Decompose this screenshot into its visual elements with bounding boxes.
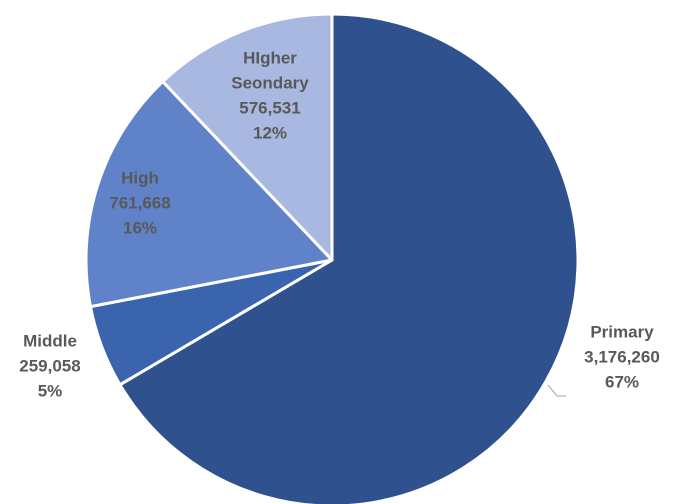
pie-slice-high (84, 80, 334, 309)
data-label-higher-seondary: HIgher Seondary 576,531 12% (231, 48, 309, 142)
data-label-value: 259,058 (19, 356, 80, 375)
data-label-percent: 67% (605, 372, 639, 391)
slices-layer (84, 12, 580, 504)
data-label-category-name: Primary (590, 322, 654, 341)
pie-slice-primary (118, 12, 580, 504)
data-label-percent: 5% (38, 381, 63, 400)
data-label-middle: Middle 259,058 5% (19, 331, 80, 400)
labels-layer: Primary 3,176,260 67% Middle 259,058 5% High 76… (19, 48, 660, 400)
data-label-value: 576,531 (239, 98, 300, 117)
leader-lines-layer (547, 384, 566, 397)
data-label-primary: Primary 3,176,260 67% (584, 322, 660, 391)
data-label-category-name: High (121, 168, 159, 187)
data-label-category-name: HIgher (243, 48, 297, 67)
data-label-value: 3,176,260 (584, 347, 660, 366)
data-label-category-name: Middle (23, 331, 77, 350)
data-label-percent: 16% (123, 218, 157, 237)
data-label-value: 761,668 (109, 193, 170, 212)
data-label-high: High 761,668 16% (109, 168, 170, 237)
data-label-percent: 12% (253, 123, 287, 142)
leader-line-primary (547, 384, 566, 397)
data-label-category-name: Seondary (231, 73, 309, 92)
pie-slice-higher-seondary (161, 12, 334, 262)
